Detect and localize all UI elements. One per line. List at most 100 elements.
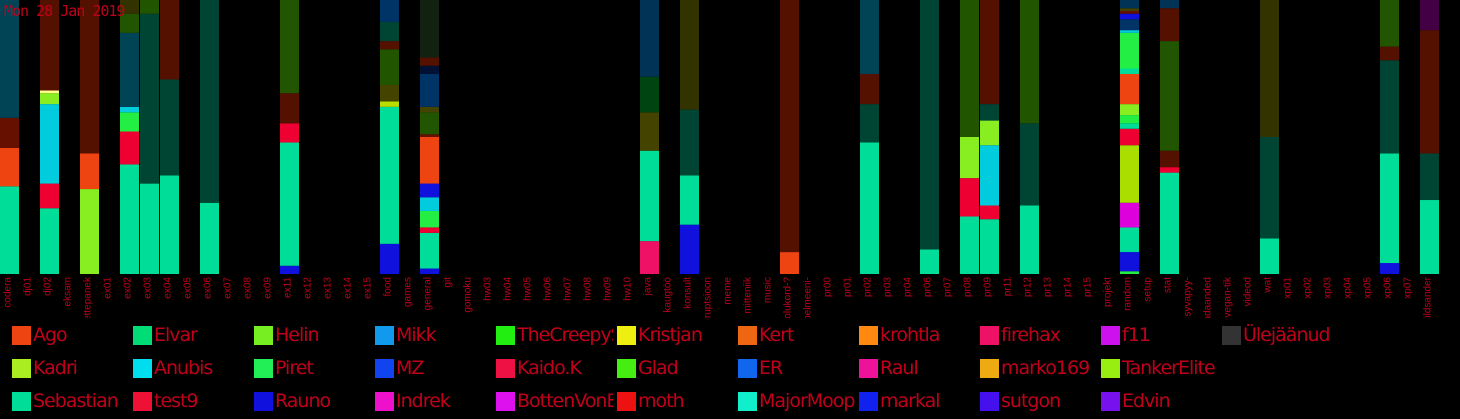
bar-segment: [1120, 68, 1139, 74]
legend-item: Helin: [254, 323, 371, 347]
legend-swatch: [496, 358, 515, 378]
bar-segment: [1120, 104, 1139, 116]
tick-label: food: [382, 277, 393, 296]
tick-label: xp07: [1402, 277, 1413, 299]
legend-label: Glad: [638, 357, 679, 379]
bar-segment: [160, 175, 179, 274]
legend-swatch: [859, 325, 878, 345]
legend-item: test9: [133, 389, 250, 413]
bar-segment: [960, 137, 979, 179]
tick-label: ex08: [242, 277, 253, 299]
tick-label: setup: [1142, 277, 1153, 302]
legend-item: Edvin: [1101, 389, 1218, 413]
legend-label: ER: [759, 357, 783, 379]
bar-segment: [280, 123, 299, 143]
tick-label: xp03: [1322, 277, 1333, 299]
legend-label: Kert: [759, 324, 794, 346]
bar-segment: [780, 0, 799, 253]
tick-label: ex13: [322, 277, 333, 299]
bar-segment: [1120, 227, 1139, 253]
bar-segment: [380, 101, 399, 107]
tick-label: hw09: [602, 277, 613, 301]
legend-label: Helin: [275, 324, 320, 346]
legend-item: markal: [859, 389, 976, 413]
bar-segment: [1120, 202, 1139, 228]
tick-label: hw05: [522, 277, 533, 301]
bar-segment: [120, 112, 139, 132]
legend-label: marko169: [1001, 357, 1090, 379]
legend-item: Kert: [738, 323, 855, 347]
legend-label: markal: [880, 390, 941, 412]
tick-label: ex14: [342, 277, 353, 299]
bar-segment: [860, 0, 879, 74]
legend-item: krohtla: [859, 323, 976, 347]
legend-label: Indrek: [396, 390, 451, 412]
legend-item: Glad: [617, 356, 734, 380]
bar-segment: [80, 153, 99, 190]
bar-segment: [120, 106, 139, 113]
bar-segment: [1120, 13, 1139, 20]
legend-swatch: [980, 391, 999, 411]
legend-label: BottenVonBot: [517, 390, 613, 412]
bar-segment: [420, 227, 439, 233]
bar-segment: [200, 202, 219, 274]
legend-swatch: [738, 358, 757, 378]
tick-label: xp04: [1342, 277, 1353, 299]
legend-label: test9: [154, 390, 199, 412]
legend-swatch: [496, 391, 515, 411]
bar-segment: [1160, 172, 1179, 274]
bar-segment: [1120, 30, 1139, 33]
legend-swatch: [254, 358, 273, 378]
bar-segment: [120, 164, 139, 274]
legend-item: MajorMoopsy: [738, 389, 855, 413]
tick-label: xp01: [1282, 277, 1293, 299]
tick-label: random: [1122, 277, 1133, 311]
tick-label: ex01: [102, 277, 113, 299]
bar-segment: [1380, 0, 1399, 47]
tick-label: ex06: [202, 277, 213, 299]
bar-segment: [40, 104, 59, 184]
bar-segment: [960, 216, 979, 274]
bar-segment: [280, 0, 299, 94]
bar-segment: [280, 142, 299, 266]
tick-label: hw10: [622, 277, 633, 301]
tick-label: eksam: [62, 277, 73, 306]
bar-segment: [640, 0, 659, 77]
bar-segment: [1020, 123, 1039, 206]
bar-segment: [640, 76, 659, 113]
legend-label: Edvin: [1122, 390, 1171, 412]
legend-label: krohtla: [880, 324, 940, 346]
bar-segment: [0, 0, 19, 118]
tick-label: pr02: [862, 277, 873, 297]
legend-item: TankerElite: [1101, 356, 1218, 380]
legend-swatch: [133, 325, 152, 345]
bar-segment: [420, 210, 439, 228]
bar-segment: [420, 268, 439, 274]
tick-label: olukord-?: [782, 277, 793, 318]
legend-item: Elvar: [133, 323, 250, 347]
bar-segment: [120, 131, 139, 165]
bar-segment: [420, 57, 439, 66]
legend-swatch: [738, 391, 757, 411]
bar-segment: [980, 120, 999, 146]
bar-segment: [40, 0, 59, 91]
bar-segment: [920, 0, 939, 250]
tick-label: pelmeeni-: [802, 277, 813, 318]
legend-swatch: [980, 358, 999, 378]
tick-label: korruptsioon: [702, 277, 713, 318]
bar-segment: [140, 13, 159, 184]
bar-segment: [0, 186, 19, 274]
legend-item: TheCreepySheep: [496, 323, 613, 347]
bar-segment: [40, 90, 59, 94]
legend-label: MZ: [396, 357, 424, 379]
legend-label: Raul: [880, 357, 919, 379]
legend-label: f11: [1122, 324, 1151, 346]
bar-segment: [140, 0, 159, 14]
bar-segment: [1160, 8, 1179, 42]
legend-swatch: [375, 325, 394, 345]
bar-segment: [1120, 128, 1139, 146]
legend-item: Kadri: [12, 356, 129, 380]
legend-swatch: [254, 391, 273, 411]
bar-segment: [160, 79, 179, 176]
legend-swatch: [1222, 325, 1241, 345]
